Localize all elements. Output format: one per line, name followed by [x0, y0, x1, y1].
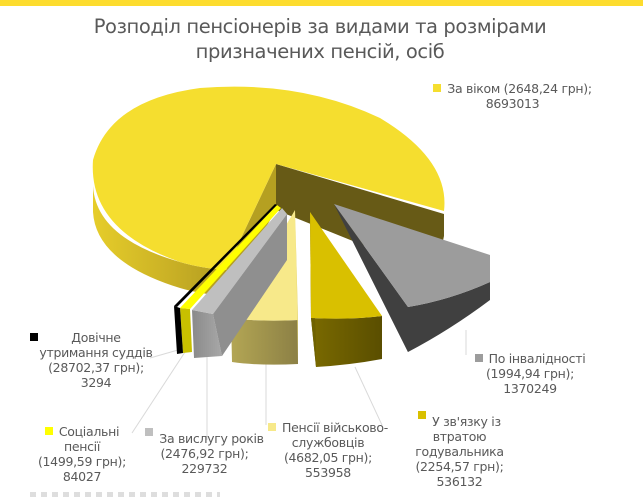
legend-marker-service-years	[145, 428, 154, 436]
leader-lines	[131, 330, 467, 440]
label-judges: Довічне утримання суддів (28702,37 грн);…	[26, 330, 166, 390]
legend-marker-old-age	[433, 84, 442, 92]
legend-marker-judges	[30, 333, 38, 341]
legend-marker-military	[268, 423, 277, 431]
label-service-years: За вислугу років (2476,92 грн); 229732	[142, 428, 267, 476]
chart-title-line1: Розподіл пенсіонерів за видами та розмір…	[93, 15, 547, 38]
chart-title: Розподіл пенсіонерів за видами та розмір…	[60, 14, 580, 64]
label-old-age: За віком (2648,24 грн); 8693013	[425, 81, 600, 111]
cut-off-footnote	[30, 492, 220, 497]
slice-service-years[interactable]	[192, 208, 287, 358]
slice-judges[interactable]	[174, 204, 277, 354]
chart-title-line2: призначених пенсій, осіб	[195, 40, 445, 63]
slice-survivor[interactable]	[310, 212, 382, 367]
legend-marker-disability	[474, 354, 483, 362]
label-disability: По інвалідності (1994,94 грн); 1370249	[470, 351, 590, 396]
slice-disability[interactable]	[334, 204, 490, 352]
label-survivor: У зв'язку із втратою годувальника (2254,…	[392, 411, 527, 489]
label-social: Соціальні пенсії (1499,59 грн); 84027	[37, 424, 127, 484]
slice-social[interactable]	[180, 205, 281, 353]
legend-marker-social	[44, 427, 53, 435]
label-military: Пенсії військово- службовців (4682,05 гр…	[268, 420, 388, 480]
top-accent-bar	[0, 0, 643, 6]
legend-marker-survivor	[418, 411, 427, 419]
